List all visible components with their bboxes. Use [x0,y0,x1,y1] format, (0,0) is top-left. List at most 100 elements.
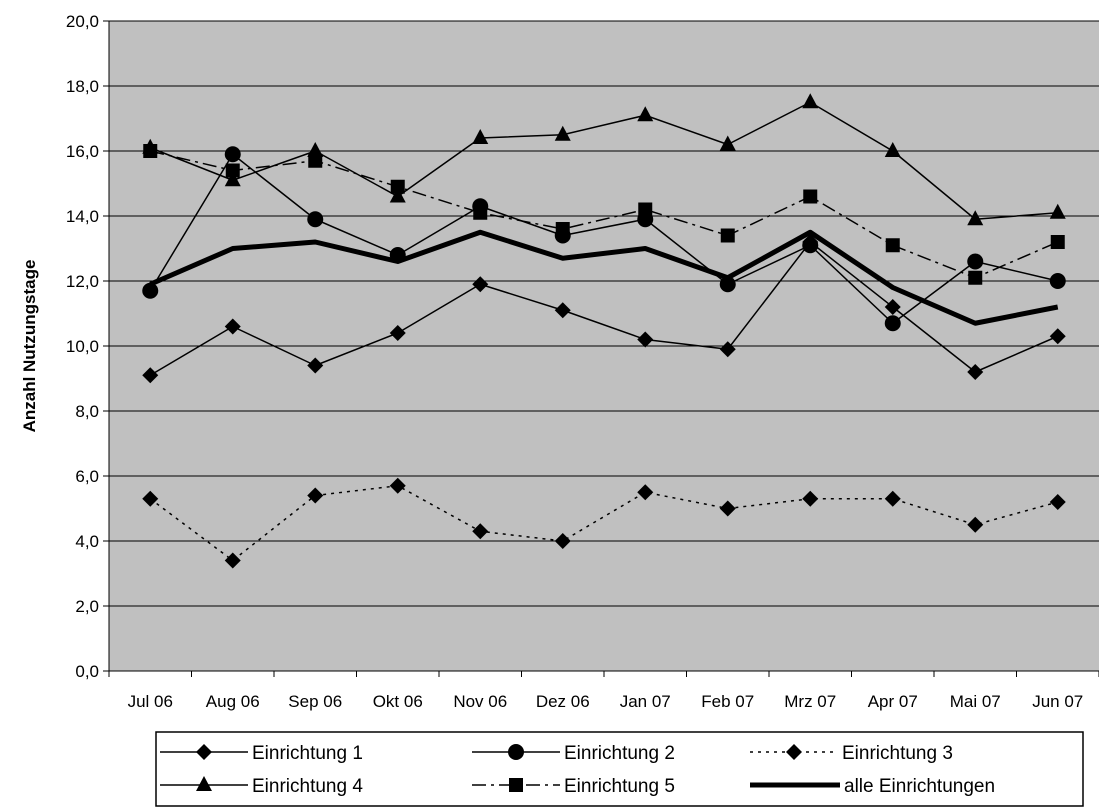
y-tick-label: 20,0 [66,12,99,31]
diamond-marker [554,302,571,319]
legend-item: Einrichtung 2 [472,743,675,764]
y-axis-title: Anzahl Nutzungstage [20,260,39,433]
y-tick-label: 6,0 [75,467,99,486]
triangle-marker [967,210,984,226]
circle-marker [1049,273,1066,289]
series-line [150,150,1059,279]
diamond-marker [307,487,324,504]
diamond-marker [884,490,901,507]
x-tick-label: Jul 06 [128,692,173,711]
diamond-marker [884,299,901,315]
circle-marker [884,315,901,332]
square-marker [968,270,983,285]
legend-item: Einrichtung 1 [160,743,363,764]
diamond-marker [389,325,406,341]
legend-item: Einrichtung 3 [750,743,953,764]
square-marker [225,163,240,178]
diamond-marker [1049,328,1066,345]
series-5 [143,144,1065,285]
legend-label: Einrichtung 1 [252,743,363,764]
y-tick-label: 16,0 [66,142,99,161]
diamond-marker [802,490,819,507]
square-marker [555,222,570,236]
series-line [149,229,1059,326]
x-tick-label: Mrz 07 [784,692,836,711]
legend-label: Einrichtung 3 [842,743,953,764]
diamond-marker [224,552,241,569]
triangle-marker [307,142,324,157]
triangle-marker [554,125,571,141]
diamond-marker [637,484,654,501]
square-marker [638,202,653,217]
diamond-marker [472,523,489,540]
diamond-marker [967,364,984,380]
x-tick-label: Jan 07 [620,692,671,711]
square-marker [720,228,735,243]
diamond-marker [719,500,736,517]
triangle-marker [389,187,406,203]
circle-marker [224,146,241,163]
circle-marker [307,211,324,228]
triangle-marker [637,106,654,122]
x-tick-label: Dez 06 [536,692,590,711]
x-tick-label: Okt 06 [373,692,423,711]
legend-label: Einrichtung 4 [252,776,363,797]
y-tick-label: 0,0 [75,662,99,681]
square-marker [473,205,488,220]
legend-item: Einrichtung 5 [472,776,675,797]
square-marker [509,778,523,792]
legend-label: alle Einrichtungen [844,776,995,797]
x-tick-label: Feb 07 [701,692,754,711]
diamond-marker [307,357,324,374]
legend-item: Einrichtung 4 [160,776,363,797]
square-marker [308,153,323,168]
series-1 [142,234,1066,384]
legend-label: Einrichtung 2 [564,743,675,764]
triangle-marker [472,129,489,144]
legend-item: alle Einrichtungen [750,776,995,797]
diamond-marker [637,331,654,348]
circle-marker [508,744,524,760]
y-tick-label: 8,0 [75,402,99,421]
x-tick-label: Nov 06 [453,692,507,711]
series-line [149,153,1058,324]
series-line [149,101,1058,220]
circle-marker [967,253,984,270]
diamond-marker [472,276,489,293]
square-marker [143,144,158,158]
x-tick-label: Mai 07 [950,692,1001,711]
diamond-marker [786,744,802,760]
triangle-marker [884,142,901,157]
square-marker [1050,235,1065,249]
diamond-marker [967,516,984,533]
diamond-marker [1049,494,1066,510]
legend-box [155,731,1084,807]
triangle-marker [802,93,819,109]
legend-label: Einrichtung 5 [564,776,675,797]
diamond-marker [196,744,212,760]
diamond-marker [224,318,241,335]
y-tick-label: 18,0 [66,77,99,96]
y-tick-label: 14,0 [66,207,99,226]
x-tick-label: Aug 06 [206,692,260,711]
series-4 [142,93,1066,226]
y-tick-label: 10,0 [66,337,99,356]
circle-marker [142,282,159,299]
diamond-marker [142,490,159,507]
y-tick-label: 2,0 [75,597,99,616]
triangle-marker [1049,203,1066,219]
circle-marker [719,276,736,293]
diamond-marker [389,477,406,494]
y-tick-label: 12,0 [66,272,99,291]
diamond-marker [719,341,736,358]
triangle-marker [719,135,736,151]
x-tick-label: Sep 06 [288,692,342,711]
circle-marker [802,237,819,254]
square-marker [885,238,900,253]
series-6 [149,229,1059,326]
diamond-marker [554,533,571,549]
x-tick-label: Apr 07 [868,692,918,711]
square-marker [803,189,818,204]
